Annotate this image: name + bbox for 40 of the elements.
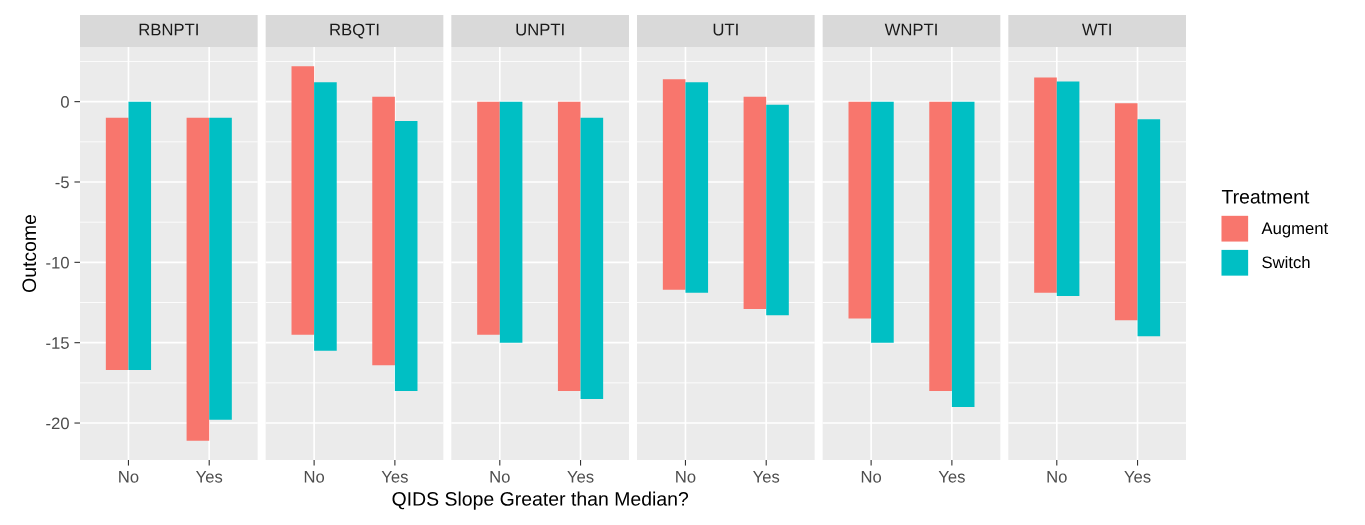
bar: [1114, 103, 1138, 321]
chart-title: UTI: [713, 23, 738, 36]
y-tick-label: 0: [60, 96, 69, 108]
bar: [291, 66, 315, 335]
x-tick-label: No: [676, 471, 696, 483]
bar: [1056, 81, 1080, 297]
bar: [1034, 77, 1057, 293]
x-tick-label: No: [861, 471, 882, 483]
x-tick-label: Yes: [752, 471, 780, 483]
x-tick-label: Yes: [567, 471, 594, 483]
x-tick-label: Yes: [195, 471, 223, 483]
y-tick-label: -15: [46, 337, 69, 349]
chart-title: RBNPTI: [139, 23, 198, 36]
x-tick-label: Yes: [1124, 471, 1151, 483]
chart-title: RBQTI: [330, 23, 379, 39]
y-tick-label: -20: [46, 417, 69, 430]
y-tick-label: -10: [46, 256, 69, 269]
x-tick-label: No: [1047, 471, 1067, 483]
bar: [394, 120, 418, 391]
bar: [685, 82, 709, 293]
legend-label: Switch: [1262, 255, 1310, 269]
chart-title: UNPTI: [516, 23, 564, 36]
x-axis-title: QIDS Slope Greater than Median?: [392, 491, 689, 510]
bar: [662, 79, 686, 290]
bar: [743, 96, 767, 309]
chart-title: WTI: [1081, 23, 1111, 36]
x-tick-label: Yes: [381, 471, 408, 483]
legend-label: Augment: [1261, 222, 1329, 238]
bar: [766, 104, 789, 316]
bar: [1137, 119, 1161, 337]
y-tick-label: -5: [55, 176, 69, 189]
x-tick-label: No: [304, 471, 325, 483]
x-tick-label: No: [119, 471, 139, 483]
y-axis-title: Outcome: [22, 214, 37, 293]
legend-title: Treatment: [1221, 190, 1310, 204]
x-tick-label: No: [490, 471, 510, 483]
bar: [372, 96, 395, 366]
bar: [314, 82, 337, 351]
chart-title: WNPTI: [884, 23, 937, 36]
x-tick-label: Yes: [938, 471, 965, 483]
